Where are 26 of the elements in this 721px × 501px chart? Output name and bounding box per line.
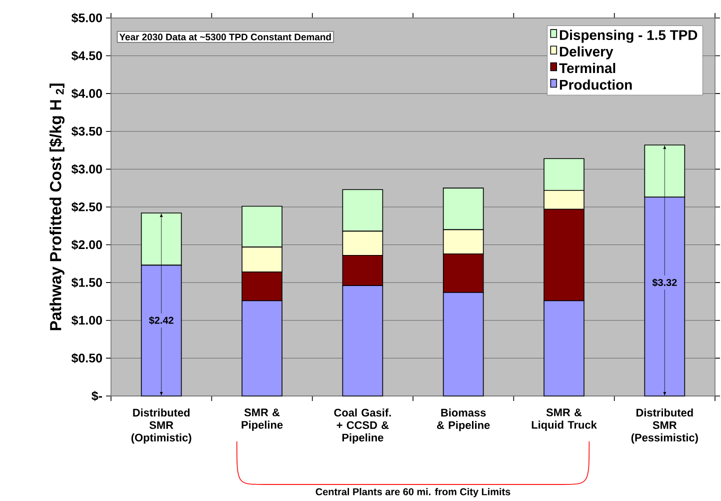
y-tick-label: $3.50 xyxy=(71,126,102,137)
y-tick-label: $2.00 xyxy=(71,240,102,250)
legend-label: Terminal xyxy=(559,63,616,74)
x-tick-label: Distributed SMR (Pessimistic) xyxy=(631,408,698,444)
y-tick-label: $1.50 xyxy=(71,278,102,288)
x-tick-label: Biomass & Pipeline xyxy=(437,408,490,432)
y-tick-label: $3.00 xyxy=(71,164,102,174)
legend-label: Dispensing - 1.5 TPD xyxy=(560,30,698,44)
y-axis-title: Pathway Profitted Cost [$/kg H $_{2}$] xyxy=(49,84,64,330)
y-tick-label: $- xyxy=(92,391,102,402)
x-tick-label: Coal Gasif. + CCSD & Pipeline xyxy=(334,408,391,444)
x-tick-label: Distributed SMR (Optimistic) xyxy=(131,408,192,444)
y-tick-label: $1.00 xyxy=(71,316,102,326)
text: Year 2030 Data at ~5300 TPD Constant Demand xyxy=(119,34,331,41)
legend-label: Production xyxy=(560,80,632,90)
y-tick-label: $4.50 xyxy=(71,50,102,62)
annotation: $3.32 xyxy=(652,278,677,287)
y-tick-label: $4.00 xyxy=(71,88,102,99)
y-tick-label: $0.50 xyxy=(71,353,102,364)
text: Central Plants are 60 mi. from City Limits xyxy=(316,488,510,498)
y-tick-label: $2.50 xyxy=(71,202,102,212)
y-tick-label: $5.00 xyxy=(71,13,102,24)
x-tick-label: SMR & Pipeline xyxy=(242,408,283,432)
x-tick-label: SMR & Liquid Truck xyxy=(532,408,597,432)
legend-label: Delivery xyxy=(560,46,614,60)
annotation: $2.42 xyxy=(149,316,174,325)
